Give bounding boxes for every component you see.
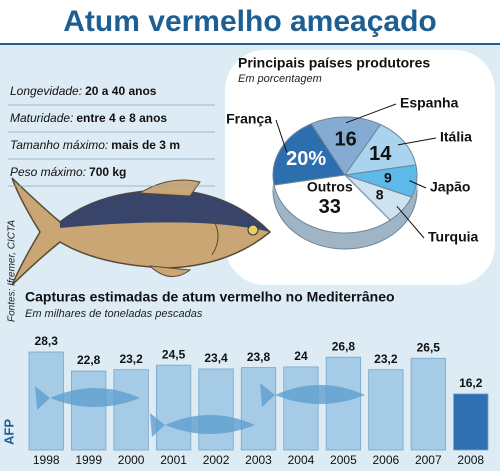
x-tick-label: 2003	[245, 453, 272, 467]
leader-line	[396, 205, 425, 239]
bar-value-label: 23,4	[204, 351, 228, 365]
fish-silhouette	[260, 383, 365, 407]
leader-line	[397, 137, 437, 146]
bar-value-label: 22,8	[77, 353, 101, 367]
bar-value-label: 24,5	[162, 347, 186, 361]
fact: Peso máximo: 700 kg	[10, 165, 126, 179]
fact-label: Maturidade:	[10, 111, 73, 125]
source: Fontes: Ifremer, CICTA	[7, 220, 18, 322]
pie-category-label: Japão	[430, 179, 470, 195]
fact: Tamanho máximo: mais de 3 m	[10, 138, 180, 152]
fish-fin	[148, 265, 192, 277]
fish-silhouette	[35, 386, 140, 410]
bar-value-label: 24	[294, 349, 308, 363]
bar-value-label: 26,8	[332, 339, 356, 353]
x-tick-label: 2006	[373, 453, 400, 467]
pie-slice	[273, 174, 391, 234]
leader-line	[275, 119, 288, 153]
fact-value: entre 4 e 8 anos	[76, 111, 167, 125]
x-tick-label: 2005	[330, 453, 357, 467]
x-tick-label: 1998	[33, 453, 60, 467]
bar-value-label: 26,5	[417, 340, 441, 354]
pie-value-label: 8	[376, 187, 384, 203]
fact-value: 700 kg	[89, 165, 126, 179]
pie-slice	[272, 123, 346, 186]
fact: Maturidade: entre 4 e 8 anos	[10, 111, 167, 125]
pie-value-label: 14	[369, 143, 392, 165]
title-band	[0, 0, 500, 44]
pie-title: Principais países produtores	[238, 55, 430, 71]
bar	[368, 369, 404, 451]
leader-line	[409, 180, 427, 189]
bar	[283, 366, 319, 451]
fact: Longevidade: 20 a 40 anos	[10, 84, 157, 98]
bar-value-label: 28,3	[35, 334, 59, 348]
bar-value-label: 23,2	[119, 352, 143, 366]
bar	[113, 369, 149, 451]
fish-fin	[138, 179, 201, 197]
leader-line	[345, 103, 397, 124]
x-tick-label: 2007	[415, 453, 442, 467]
bar-value-label: 16,2	[459, 376, 483, 390]
fish-eye	[247, 224, 259, 236]
fact-label: Longevidade:	[10, 84, 82, 98]
fact-label: Tamanho máximo:	[10, 138, 108, 152]
pie-value-label: 16	[334, 128, 356, 150]
bar	[240, 367, 277, 451]
bar	[155, 364, 192, 451]
pie-category-label: Outros	[307, 178, 353, 194]
bar-value-label: 23,8	[247, 350, 271, 364]
fish-gill	[209, 214, 219, 256]
fish-back	[60, 190, 270, 232]
bar	[453, 393, 489, 451]
bar-title: Capturas estimadas de atum vermelho no M…	[25, 289, 395, 305]
x-tick-label: 1999	[75, 453, 102, 467]
pie-slice	[343, 123, 417, 176]
fact-value: 20 a 40 anos	[85, 84, 157, 98]
x-tick-label: 2004	[288, 453, 315, 467]
bar-subtitle: Em milhares de toneladas pescadas	[25, 308, 203, 320]
fact-label: Peso máximo:	[10, 165, 86, 179]
pie-slice	[310, 116, 382, 176]
bar	[71, 370, 107, 451]
bar	[410, 357, 446, 451]
fish	[11, 177, 272, 286]
bar-value-label: 23,2	[374, 352, 398, 366]
pie-value-label: 33	[319, 196, 341, 218]
pie-subtitle: Em porcentagem	[238, 73, 322, 85]
pie-value-label: 20%	[286, 148, 326, 170]
pie-category-label: Espanha	[400, 95, 459, 111]
fact-value: mais de 3 m	[111, 138, 180, 152]
x-tick-label: 2000	[118, 453, 145, 467]
bar	[325, 356, 362, 451]
fish-silhouette	[150, 413, 255, 437]
bar	[198, 368, 234, 451]
x-tick-label: 2002	[203, 453, 230, 467]
x-tick-label: 2001	[160, 453, 187, 467]
pie-category-label: França	[226, 111, 272, 127]
credit: AFP	[1, 419, 16, 445]
pie-category-label: Itália	[440, 129, 472, 145]
x-tick-label: 2008	[457, 453, 484, 467]
title: Atum vermelho ameaçado	[63, 5, 436, 38]
pie-category-label: Turquia	[428, 229, 479, 245]
pie-value-label: 9	[384, 169, 392, 185]
